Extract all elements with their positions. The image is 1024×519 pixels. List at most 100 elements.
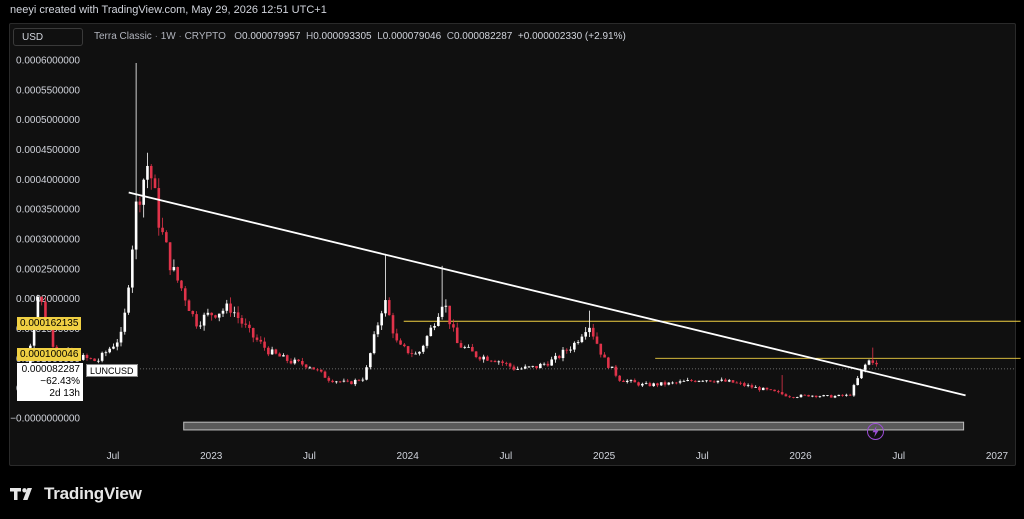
candle-body [784, 394, 788, 397]
candle-body [652, 383, 655, 387]
candle-body [195, 314, 198, 327]
candle-body [244, 323, 247, 325]
candle-body [100, 352, 104, 361]
candle-body [595, 336, 599, 344]
candle-body [614, 366, 618, 376]
y-tick-label: −0.0000000000 [10, 414, 80, 425]
candle-body [516, 369, 519, 370]
candle-body [338, 381, 342, 383]
candle-body [648, 383, 652, 387]
candle-body [448, 305, 451, 325]
open-label: O [234, 31, 243, 42]
candle-body [482, 356, 485, 360]
candle-body [750, 385, 754, 388]
low-label: L [377, 31, 383, 42]
candle-body [625, 380, 629, 382]
x-tick-label: 2024 [397, 451, 420, 462]
candle-body [301, 361, 304, 365]
candle-body [837, 394, 841, 397]
candle-body [459, 343, 463, 348]
range-zone-box [183, 421, 965, 431]
candle-body [331, 380, 334, 383]
candle-body [746, 385, 750, 387]
candle-body [157, 188, 161, 228]
candle-body [138, 201, 142, 205]
x-tick-label: Jul [107, 451, 120, 462]
candle-body [709, 380, 712, 382]
candle-body [342, 380, 346, 382]
candle-body [497, 361, 501, 363]
candle-body [765, 387, 769, 390]
candle-body [867, 360, 871, 365]
candle-body [565, 349, 569, 351]
candle-body [682, 381, 686, 382]
candle-body [429, 327, 433, 337]
candle-body [380, 313, 383, 326]
candle-body [663, 382, 667, 385]
level-low-tag: 0.000100046 [17, 348, 81, 361]
candle-body [391, 315, 395, 334]
candle-body [153, 178, 157, 189]
candle-body [316, 369, 319, 371]
trendline-line [128, 191, 966, 397]
lightning-icon[interactable] [867, 423, 884, 440]
horizontal-levels [89, 320, 1021, 370]
y-tick-label: 0.0002500000 [16, 264, 80, 275]
close-label: C [446, 31, 454, 42]
bar-countdown: 2d 13h [49, 388, 80, 399]
candle-body [161, 227, 164, 233]
candle-body [712, 381, 716, 383]
candle-body [659, 382, 663, 386]
candle-body [210, 312, 213, 316]
candle-body [165, 232, 168, 243]
candle-body [471, 346, 474, 352]
candle-body [172, 267, 176, 271]
candle-body [803, 394, 807, 396]
symbol-name[interactable]: Terra Classic [94, 31, 152, 42]
candle-body [637, 382, 640, 386]
candle-body [739, 382, 742, 384]
candle-body [263, 341, 266, 348]
candle-body [81, 354, 85, 360]
candle-body [701, 380, 705, 382]
candle-body [580, 336, 584, 343]
candle-body [743, 383, 746, 386]
candle-body [758, 387, 761, 391]
candle-body [607, 357, 610, 368]
high-value: 0.000093305 [313, 31, 372, 42]
symbol-interval[interactable]: 1W [160, 31, 176, 42]
candle-body [508, 363, 512, 367]
candle-body [769, 389, 773, 391]
candle-body [557, 355, 561, 359]
candle-body [527, 366, 531, 368]
candle-body [848, 394, 852, 396]
x-tick-label: Jul [303, 451, 316, 462]
footer-brand-name: TradingView [44, 484, 142, 503]
candle-body [399, 340, 402, 345]
candle-body [644, 383, 648, 384]
currency-button[interactable]: USD [13, 28, 83, 46]
candle-body [788, 396, 791, 398]
candle-body [229, 303, 232, 313]
candle-body [240, 318, 244, 324]
candle-body [304, 364, 308, 368]
candle-body [686, 380, 689, 382]
candle-body [421, 345, 425, 352]
last-price-change: −62.43% [40, 376, 80, 387]
open-value: 0.000079957 [242, 31, 301, 42]
candle-body [270, 349, 274, 355]
candle-body [641, 383, 644, 386]
candle-body [811, 395, 814, 397]
candle-body [777, 391, 780, 393]
candle-body [274, 349, 278, 354]
candle-body [863, 364, 867, 370]
candle-body [176, 267, 179, 281]
candle-body [361, 379, 365, 381]
candle-body [554, 355, 557, 360]
chart-panel[interactable] [9, 23, 1016, 466]
candle-body [89, 357, 93, 359]
candle-body [403, 344, 406, 347]
candle-body [539, 363, 542, 369]
candle-body [561, 349, 565, 359]
